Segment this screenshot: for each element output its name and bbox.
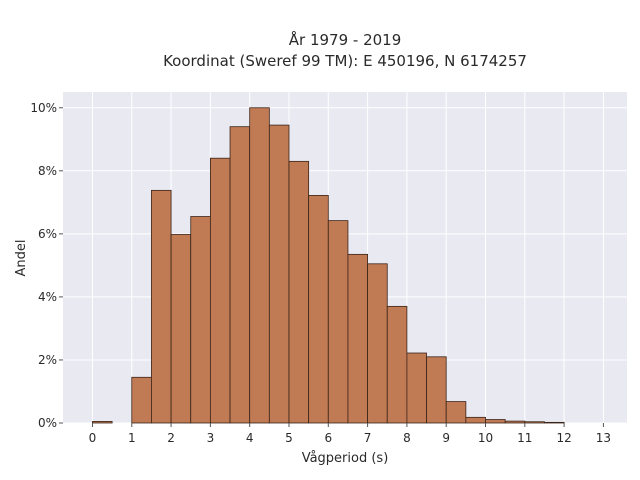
histogram-bar (151, 189, 172, 424)
x-tick-label: 4 (246, 431, 254, 445)
histogram-bar (308, 194, 329, 424)
histogram-bar (92, 421, 113, 424)
histogram-bar (544, 421, 565, 424)
x-tick-label: 1 (128, 431, 136, 445)
histogram-bar (386, 305, 408, 424)
histogram-bar (249, 107, 270, 424)
histogram-bar (504, 420, 526, 424)
histogram-bar (406, 352, 427, 424)
x-tick-label: 2 (167, 431, 175, 445)
histogram-bar (445, 401, 467, 424)
histogram-bar (131, 376, 152, 424)
x-tick-label: 9 (442, 431, 450, 445)
histogram-bar (268, 124, 290, 424)
x-tick-label: 11 (517, 431, 532, 445)
histogram-bar (209, 157, 231, 424)
histogram-bar (327, 220, 349, 424)
histogram-bar (465, 416, 486, 424)
histogram-bar (347, 253, 368, 424)
y-axis-label: Andel (14, 240, 29, 277)
histogram-bar (170, 234, 192, 424)
histogram-bar (229, 126, 251, 424)
y-tick-label: 2% (38, 353, 57, 367)
x-axis-label: Vågperiod (s) (302, 451, 389, 466)
histogram-bar (426, 356, 447, 424)
y-tick-label: 8% (38, 164, 57, 178)
y-axis-ticks: 0% 2% 4% 6% 8% 10% (30, 101, 63, 430)
x-tick-label: 5 (285, 431, 293, 445)
x-tick-label: 10 (478, 431, 493, 445)
y-tick-label: 4% (38, 290, 57, 304)
x-tick-label: 7 (364, 431, 372, 445)
histogram-bar (524, 421, 545, 424)
x-tick-label: 3 (207, 431, 215, 445)
histogram-bar (485, 419, 506, 424)
x-tick-label: 0 (89, 431, 97, 445)
x-tick-label: 13 (596, 431, 611, 445)
chart-title: År 1979 - 2019 (289, 30, 402, 49)
bars (92, 107, 565, 424)
histogram-bar (288, 160, 310, 424)
x-tick-label: 8 (403, 431, 411, 445)
x-tick-label: 12 (556, 431, 571, 445)
chart-subtitle: Koordinat (Sweref 99 TM): E 450196, N 61… (163, 52, 527, 70)
y-tick-label: 6% (38, 227, 57, 241)
y-tick-label: 10% (30, 101, 57, 115)
x-tick-label: 6 (324, 431, 332, 445)
histogram-bar (367, 263, 388, 424)
y-tick-label: 0% (38, 416, 57, 430)
histogram-bar (190, 216, 211, 424)
x-axis-ticks: 0 1 2 3 4 5 6 7 8 9 10 11 12 13 (89, 423, 611, 445)
